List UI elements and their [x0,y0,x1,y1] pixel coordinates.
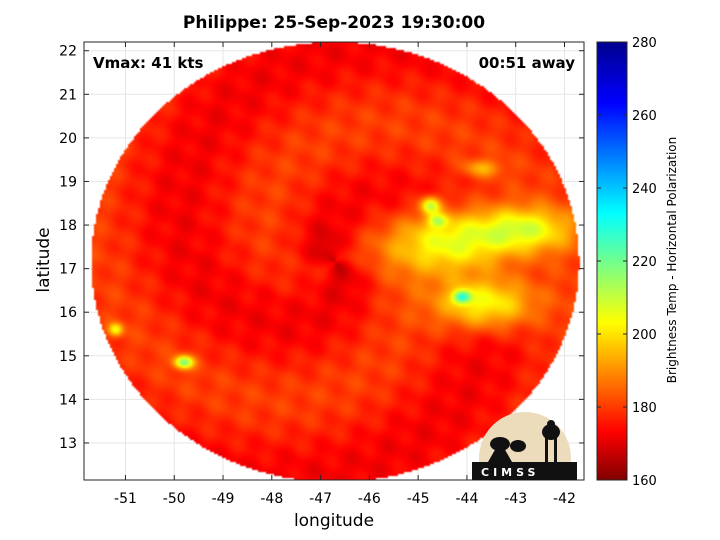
colorbar-bar [596,41,628,481]
colorbar: 160 180 200 220 240 260 280 [596,36,657,489]
x-tick-label: -50 [163,491,186,507]
x-tick-label: -42 [553,491,576,507]
colorbar-tick-label: 220 [632,255,657,270]
chart-title: Philippe: 25-Sep-2023 19:30:00 [182,13,486,33]
x-axis-label: longitude [293,511,375,531]
y-axis-label: latitude [34,227,54,293]
y-tick-label: 21 [59,87,77,103]
colorbar-tick-label: 260 [632,109,657,124]
y-tick-label: 20 [59,131,77,147]
colorbar-tick-label: 180 [632,401,657,416]
x-tick-label: -49 [212,491,235,507]
cimss-logo: CIMSS [472,412,577,480]
colorbar-tick-label: 240 [632,182,657,197]
vmax-annotation: Vmax: 41 kts [93,54,203,72]
x-tick-label: -43 [504,491,527,507]
y-tick-label: 14 [59,392,77,408]
x-tick-label: -48 [260,491,283,507]
y-tick-label: 18 [59,218,77,234]
plot-frame [83,41,585,481]
y-tick-label: 13 [59,436,77,452]
y-tick-label: 22 [59,44,77,60]
colorbar-tick-label: 200 [632,328,657,343]
x-tick-label: -44 [455,491,478,507]
x-tick-label: -46 [358,491,381,507]
colorbar-tick-label: 280 [632,36,657,51]
time-away-annotation: 00:51 away [479,54,576,72]
y-tick-label: 15 [59,349,77,365]
y-tick-label: 17 [59,262,77,278]
y-tick-label: 16 [59,305,77,321]
x-tick-label: -45 [407,491,430,507]
y-tick-label: 19 [59,174,77,190]
x-tick-label: -47 [309,491,332,507]
logo-text: CIMSS [481,466,539,479]
colorbar-ticks: 160 180 200 220 240 260 280 [597,36,657,489]
x-tick-label: -51 [114,491,137,507]
brightness-temperature-swath [84,42,584,480]
axis-ticks: -51 -50 -49 -48 -47 -46 -45 -44 -43 -42 13 14 15 16 17… [59,42,584,507]
colorbar-tick-label: 160 [632,474,657,489]
colorbar-label: Brightness Temp - Horizontal Polarizatio… [665,136,679,384]
